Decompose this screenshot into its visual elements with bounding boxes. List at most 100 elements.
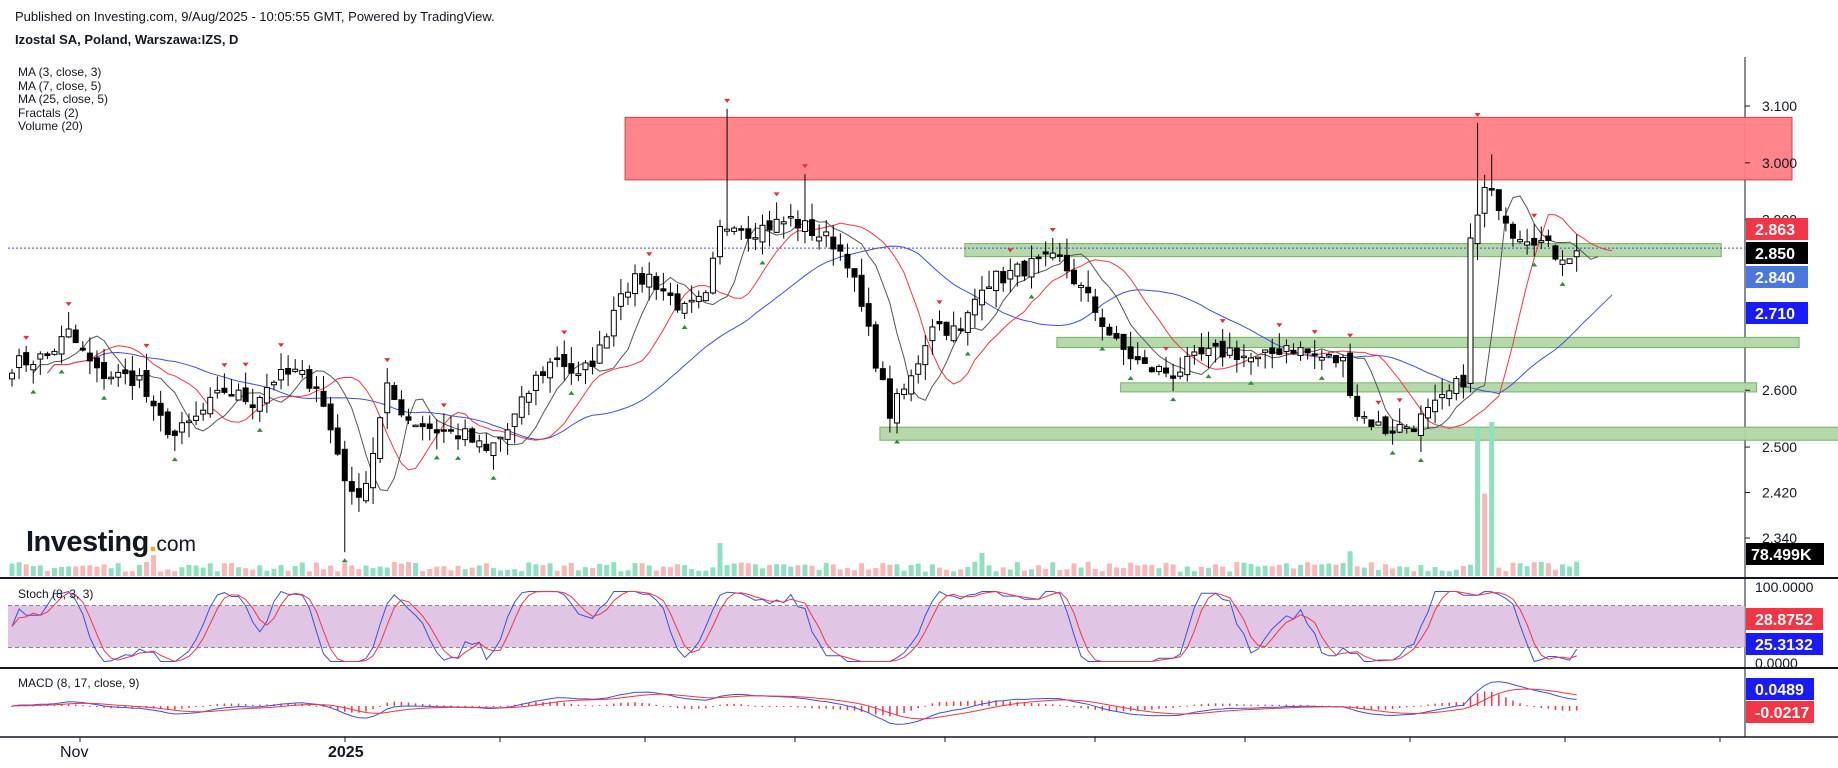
macd-histogram-bar <box>584 704 587 706</box>
candle <box>1113 326 1120 341</box>
volume-bar <box>986 565 992 576</box>
candle-body <box>964 312 971 334</box>
candle <box>603 333 610 349</box>
macd-histogram-bar <box>1144 706 1146 711</box>
volume-bar <box>23 564 29 576</box>
macd-histogram-bar <box>506 705 509 707</box>
volume-bar <box>285 570 291 576</box>
candle <box>1311 340 1318 370</box>
candle <box>200 402 207 421</box>
volume-bar <box>965 567 971 576</box>
candle <box>1085 270 1092 302</box>
fractal-up-marker <box>773 192 780 197</box>
ma3-line <box>32 195 1599 492</box>
candle <box>844 243 851 278</box>
macd-tag-bg <box>1746 678 1814 700</box>
volume-bar <box>922 571 928 576</box>
candle <box>561 340 568 381</box>
candle <box>823 220 830 248</box>
candle-body <box>724 228 731 232</box>
candle <box>872 321 879 373</box>
volume-bar <box>1000 567 1006 576</box>
macd-histogram-bar <box>797 706 799 708</box>
macd-histogram-bar <box>768 706 771 707</box>
volume-bar <box>292 566 298 576</box>
volume-bar <box>1347 551 1353 576</box>
candle <box>426 415 433 441</box>
volume-bar <box>115 563 121 576</box>
macd-label[interactable]: MACD (8, 17, close, 9) <box>18 676 140 690</box>
macd-histogram-bar <box>1073 706 1075 708</box>
macd-histogram-bar <box>159 706 162 709</box>
candle <box>1453 376 1460 401</box>
macd-histogram-bar <box>60 704 63 706</box>
volume-bar <box>108 568 114 576</box>
candle <box>384 368 391 430</box>
candle-body <box>270 381 277 386</box>
indicator-ma7[interactable]: MA (7, close, 5) <box>18 78 102 93</box>
candle-body <box>1163 367 1170 374</box>
fractal-up-marker <box>65 302 72 307</box>
candle-body <box>65 328 72 338</box>
candle-body <box>1028 258 1035 278</box>
macd-histogram-bar <box>1229 703 1231 706</box>
candle <box>228 378 235 397</box>
candle-body <box>1014 263 1021 277</box>
candle-body <box>405 416 412 421</box>
volume-bar <box>795 565 801 576</box>
candle-body <box>759 224 766 243</box>
macd-histogram-bar <box>1122 706 1125 712</box>
candle <box>1474 123 1481 260</box>
candle <box>256 395 263 422</box>
candle <box>922 335 929 380</box>
macd-histogram-bar <box>167 706 169 710</box>
candle-body <box>681 302 688 314</box>
macd-histogram-bar <box>924 705 927 707</box>
fractal-up-marker <box>646 252 653 257</box>
candle <box>433 419 440 450</box>
volume-bar <box>604 565 610 576</box>
indicator-ma3[interactable]: MA (3, close, 3) <box>18 65 102 79</box>
candle <box>93 350 100 383</box>
volume-bar <box>752 564 758 576</box>
volume-bar <box>929 564 935 576</box>
volume-bar <box>66 566 72 576</box>
price-tick-label: 2.600 <box>1762 382 1797 398</box>
candle-body <box>348 481 355 492</box>
candle-body <box>908 375 915 395</box>
volume-bar <box>1333 564 1339 576</box>
candle-body <box>391 385 398 400</box>
macd-histogram-bar <box>782 706 785 707</box>
indicator-ma25[interactable]: MA (25, close, 5) <box>18 92 109 106</box>
fractal-up-marker <box>1276 323 1283 328</box>
macd-histogram-bar <box>1108 706 1111 712</box>
fractal-down-marker <box>1417 458 1424 463</box>
candle <box>299 360 306 379</box>
indicator-volume[interactable]: Volume (20) <box>18 119 83 133</box>
fractal-up-marker <box>278 343 285 348</box>
macd-histogram-bar <box>1200 704 1203 706</box>
candle-body <box>1000 271 1007 284</box>
macd-histogram-bar <box>1264 704 1266 706</box>
macd-histogram-bar <box>804 706 806 708</box>
volume-bar <box>1503 570 1509 576</box>
macd-histogram-bar <box>82 705 84 707</box>
volume-bar <box>1368 562 1374 576</box>
macd-histogram-bar <box>464 705 466 707</box>
candle-body <box>30 363 37 371</box>
macd-histogram-bar <box>1151 706 1153 710</box>
candle <box>582 360 589 385</box>
volume-bar <box>1071 563 1077 576</box>
volume-bar <box>1390 568 1396 576</box>
candle <box>469 426 476 444</box>
published-info: Published on Investing.com, 9/Aug/2025 -… <box>15 9 495 24</box>
stoch-label[interactable]: Stoch (8, 3, 3) <box>18 587 94 601</box>
candle <box>1078 282 1085 302</box>
candle <box>270 380 277 391</box>
macd-histogram-bar <box>705 706 707 709</box>
indicator-fractals[interactable]: Fractals (2) <box>18 105 79 120</box>
candle <box>1042 241 1049 267</box>
candle-body <box>341 448 348 482</box>
candle <box>178 411 185 445</box>
